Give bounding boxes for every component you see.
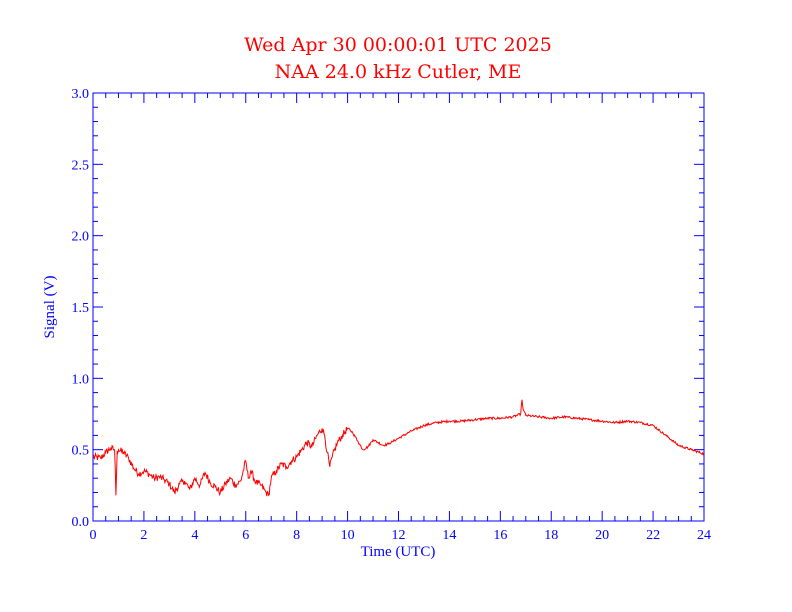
x-tick-label: 8 [293, 528, 300, 543]
x-axis-label: Time (UTC) [361, 544, 436, 560]
y-tick-label: 2.0 [72, 230, 90, 245]
y-tick-label: 1.5 [72, 301, 90, 316]
x-tick-label: 12 [392, 528, 406, 543]
axis-ticks [92, 92, 705, 522]
x-tick-labels: 0 2 4 6 8 10 12 14 16 18 20 22 24 [90, 528, 712, 543]
signal-series-line [92, 399, 705, 497]
chart-title: Wed Apr 30 00:00:01 UTC 2025 [244, 34, 552, 56]
x-tick-label: 18 [544, 528, 558, 543]
y-tick-label: 0.5 [72, 444, 90, 459]
x-tick-label: 6 [242, 528, 249, 543]
x-tick-label: 4 [191, 528, 198, 543]
chart-subtitle: NAA 24.0 kHz Cutler, ME [275, 61, 522, 83]
y-axis-label: Signal (V) [42, 276, 58, 339]
y-tick-label: 0.0 [72, 515, 90, 530]
x-tick-label: 14 [442, 528, 456, 543]
x-tick-label: 22 [646, 528, 660, 543]
y-tick-labels: 0.0 0.5 1.0 1.5 2.0 2.5 3.0 [72, 87, 90, 530]
x-tick-label: 10 [341, 528, 355, 543]
y-tick-label: 1.0 [72, 372, 90, 387]
x-tick-label: 2 [140, 528, 147, 543]
x-tick-label: 16 [493, 528, 507, 543]
x-tick-label: 0 [90, 528, 97, 543]
y-tick-label: 3.0 [72, 87, 90, 102]
plot-frame [92, 92, 705, 522]
x-tick-label: 24 [697, 528, 711, 543]
x-tick-label: 20 [595, 528, 609, 543]
y-tick-label: 2.5 [72, 158, 90, 173]
